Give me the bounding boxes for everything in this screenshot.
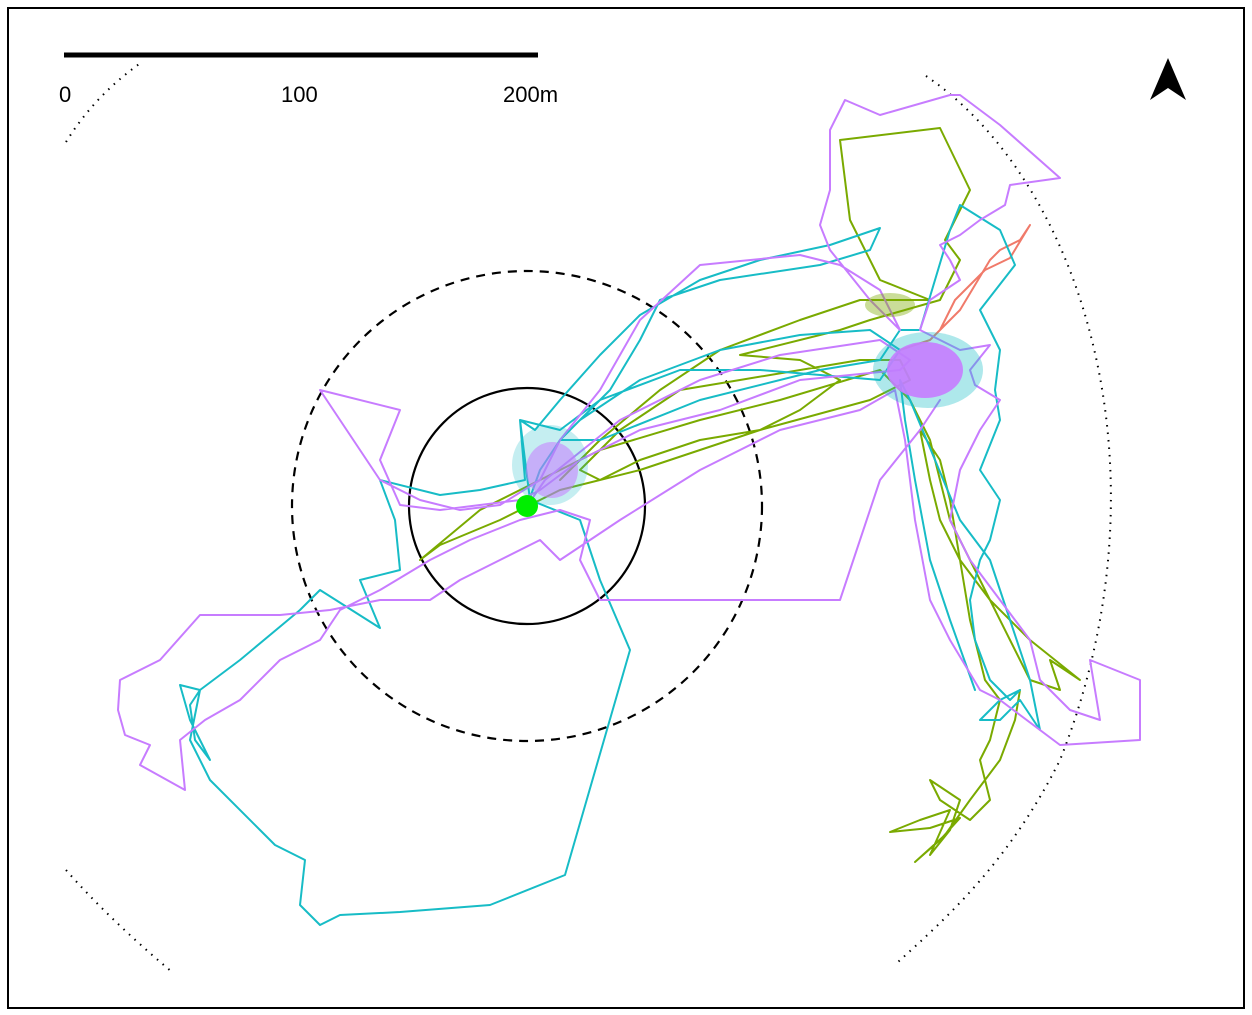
site-marker	[516, 495, 538, 517]
movement-tracks	[117, 94, 1141, 926]
track-red	[899, 224, 1031, 351]
dotted-arc-bottom-left	[65, 869, 173, 973]
scale-bar: 0 100 200m	[59, 52, 558, 107]
cluster-east-purple	[887, 342, 963, 398]
north-arrow-icon	[1150, 58, 1186, 100]
dotted-arc-right	[897, 75, 1112, 963]
dashed-buffer-circle	[290, 269, 764, 743]
track-teal	[179, 204, 1041, 926]
map-frame	[7, 7, 1245, 1009]
scale-label-100: 100	[281, 82, 318, 107]
cluster-east-green	[865, 293, 915, 317]
scale-label-0: 0	[59, 82, 71, 107]
scale-label-200m: 200m	[503, 82, 558, 107]
track-green	[419, 127, 1081, 863]
activity-cluster-east	[865, 293, 983, 408]
track-purple	[117, 94, 1141, 791]
outer-dotted-ring	[65, 61, 1112, 973]
cluster-west-purple	[526, 442, 578, 498]
activity-cluster-west	[512, 425, 588, 505]
